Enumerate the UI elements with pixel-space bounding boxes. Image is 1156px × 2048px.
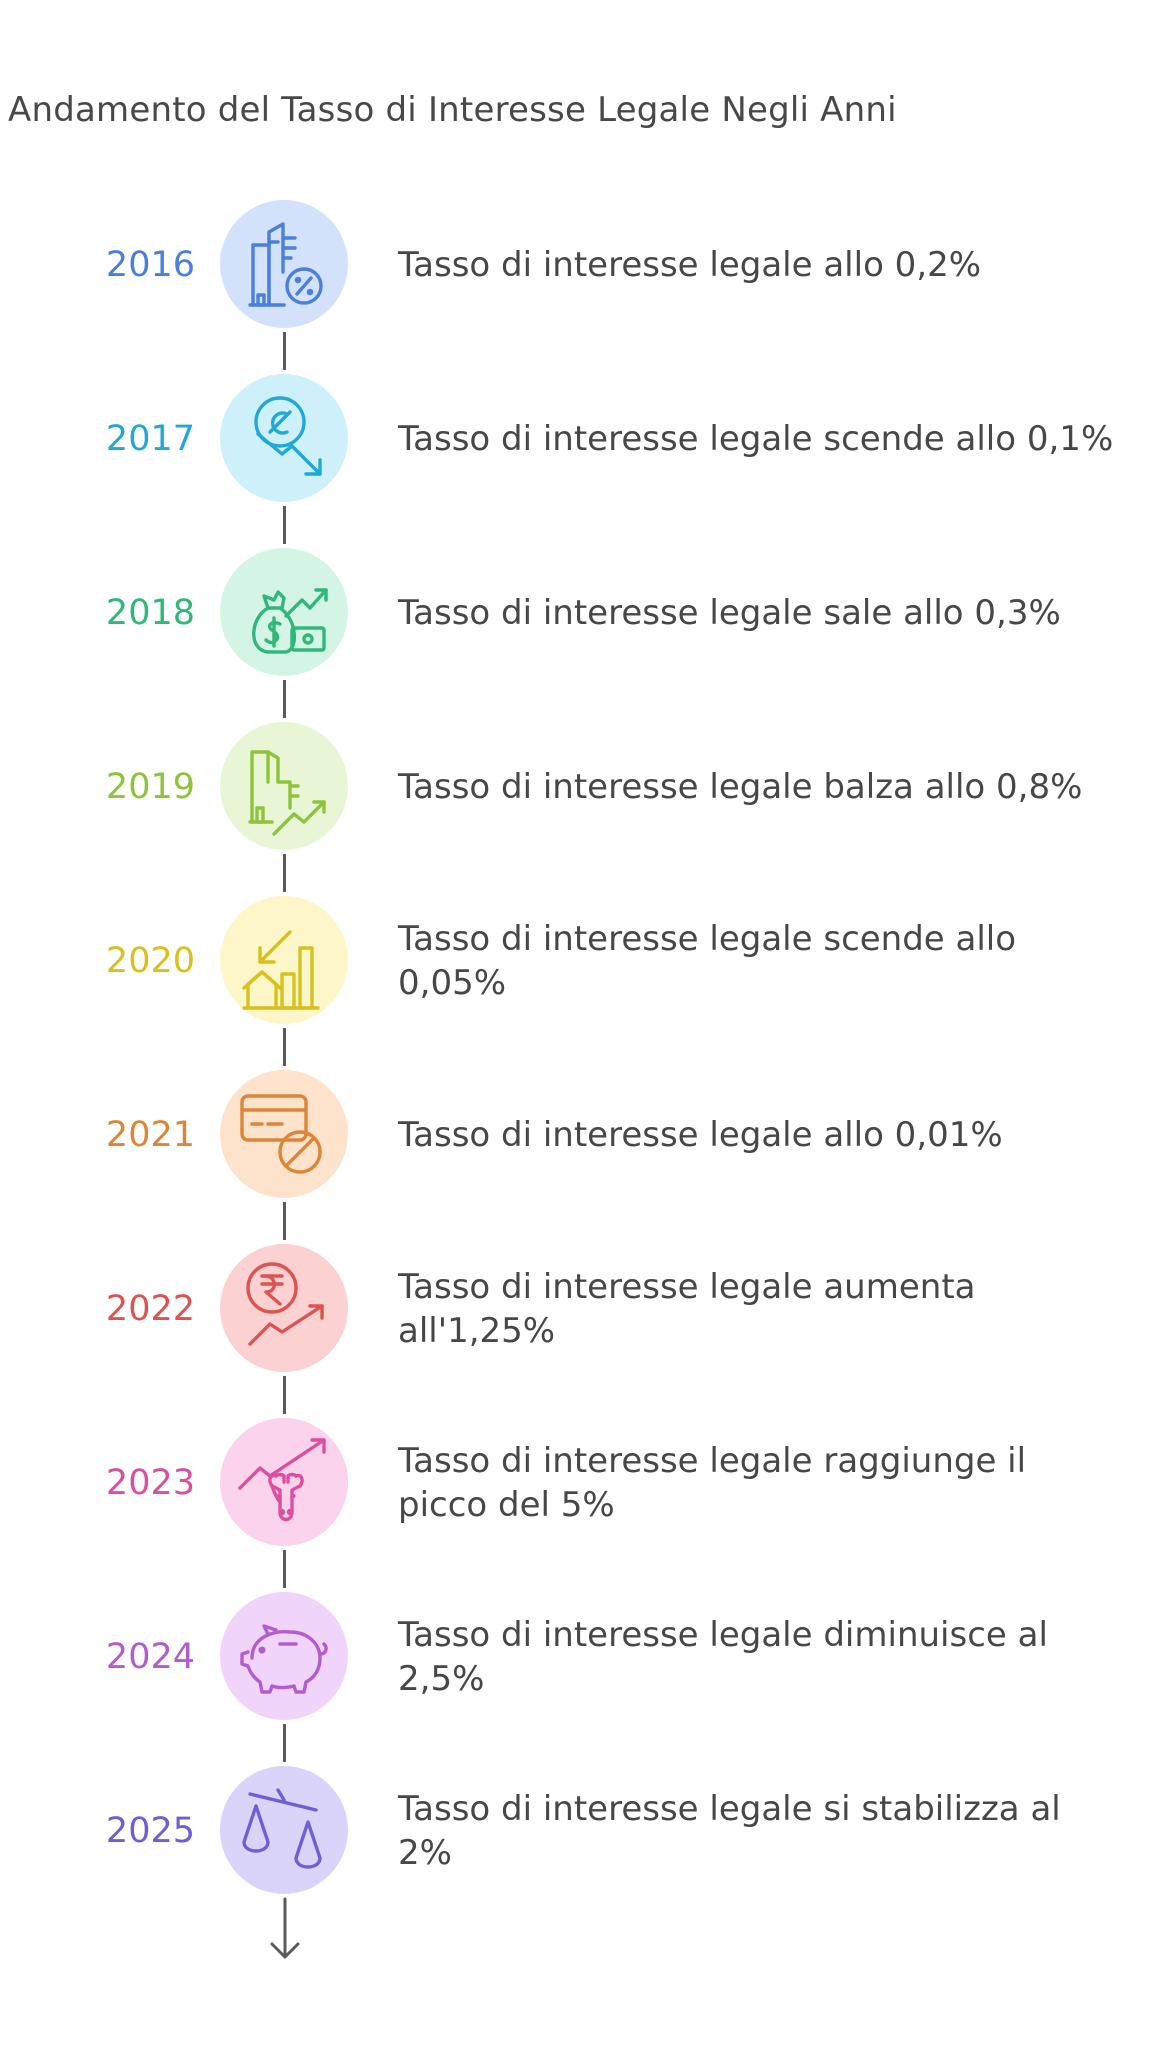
timeline-description: Tasso di interesse legale balza allo 0,8…: [398, 767, 1083, 807]
timeline-year: 2021: [105, 1115, 195, 1155]
timeline-description-box: Tasso di interesse legale sale allo 0,3%: [398, 548, 1118, 678]
timeline-description: Tasso di interesse legale scende allo 0,…: [398, 919, 1017, 1003]
timeline-description-box: Tasso di interesse legale scende allo 0,…: [398, 896, 1118, 1026]
house-chart-down-icon: [220, 896, 348, 1024]
timeline-entry: 2023 Tasso di interesse legale raggiunge …: [0, 1418, 1156, 1548]
timeline-description: Tasso di interesse legale allo 0,01%: [398, 1115, 1003, 1155]
timeline-connector: [283, 1202, 286, 1240]
timeline-description-box: Tasso di interesse legale allo 0,01%: [398, 1070, 1118, 1200]
timeline-year: 2024: [105, 1637, 195, 1677]
timeline-entry: 2020 Tasso di interesse legale scende all…: [0, 896, 1156, 1026]
timeline-description-box: Tasso di interesse legale diminuisce al …: [398, 1592, 1118, 1722]
timeline-entry: 2022 Tasso di interesse legale aumenta al…: [0, 1244, 1156, 1374]
timeline-connector: [283, 1376, 286, 1414]
timeline-description-box: Tasso di interesse legale aumenta all'1,…: [398, 1244, 1118, 1374]
timeline-arrow-icon: [270, 1897, 300, 1959]
timeline-connector: [283, 1550, 286, 1588]
buildings-trend-up-icon: [220, 722, 348, 850]
timeline-entry: 2016 Tasso di interesse legale allo 0,2%: [0, 200, 1156, 330]
money-bag-trend-up-icon: [220, 548, 348, 676]
timeline-year: 2023: [105, 1463, 195, 1503]
timeline-year: 2017: [105, 419, 195, 459]
timeline-year: 2016: [105, 245, 195, 285]
timeline-connector: [283, 506, 286, 544]
timeline-entry: 2019 Tasso di interesse legale balza allo…: [0, 722, 1156, 852]
timeline-description-box: Tasso di interesse legale allo 0,2%: [398, 200, 1118, 330]
timeline-connector: [283, 1724, 286, 1762]
coin-trend-down-icon: [220, 374, 348, 502]
credit-card-blocked-icon: [220, 1070, 348, 1198]
bull-trend-up-icon: [220, 1418, 348, 1546]
timeline-description: Tasso di interesse legale allo 0,2%: [398, 245, 982, 285]
timeline-entry: 2017 Tasso di interesse legale scende all…: [0, 374, 1156, 504]
timeline-year: 2022: [105, 1289, 195, 1329]
timeline-connector: [283, 1028, 286, 1066]
building-percent-icon: [220, 200, 348, 328]
timeline-year: 2019: [105, 767, 195, 807]
piggy-bank-icon: [220, 1592, 348, 1720]
timeline-year: 2018: [105, 593, 195, 633]
rupee-trend-up-icon: [220, 1244, 348, 1372]
timeline-description: Tasso di interesse legale sale allo 0,3%: [398, 593, 1061, 633]
timeline-connector: [283, 680, 286, 718]
timeline-entry: 2024 Tasso di interesse legale diminuisce…: [0, 1592, 1156, 1722]
timeline-description-box: Tasso di interesse legale balza allo 0,8…: [398, 722, 1118, 852]
timeline-description: Tasso di interesse legale raggiunge il p…: [398, 1441, 1027, 1525]
timeline-description: Tasso di interesse legale diminuisce al …: [398, 1615, 1048, 1699]
timeline-entry: 2021 Tasso di interesse legale allo 0,01%: [0, 1070, 1156, 1200]
timeline-entry: 2025 Tasso di interesse legale si stabili…: [0, 1766, 1156, 1896]
timeline-entry: 2018 Tasso di interesse legale sale allo …: [0, 548, 1156, 678]
timeline-year: 2025: [105, 1811, 195, 1851]
timeline-description: Tasso di interesse legale scende allo 0,…: [398, 419, 1114, 459]
timeline-connector: [283, 332, 286, 370]
balance-scale-icon: [220, 1766, 348, 1894]
timeline-description: Tasso di interesse legale aumenta all'1,…: [398, 1267, 976, 1351]
timeline-description-box: Tasso di interesse legale raggiunge il p…: [398, 1418, 1118, 1548]
timeline-connector: [283, 854, 286, 892]
chart-title: Andamento del Tasso di Interesse Legale …: [8, 90, 897, 130]
timeline-description: Tasso di interesse legale si stabilizza …: [398, 1789, 1061, 1873]
timeline-description-box: Tasso di interesse legale scende allo 0,…: [398, 374, 1118, 504]
timeline-description-box: Tasso di interesse legale si stabilizza …: [398, 1766, 1118, 1896]
timeline-year: 2020: [105, 941, 195, 981]
